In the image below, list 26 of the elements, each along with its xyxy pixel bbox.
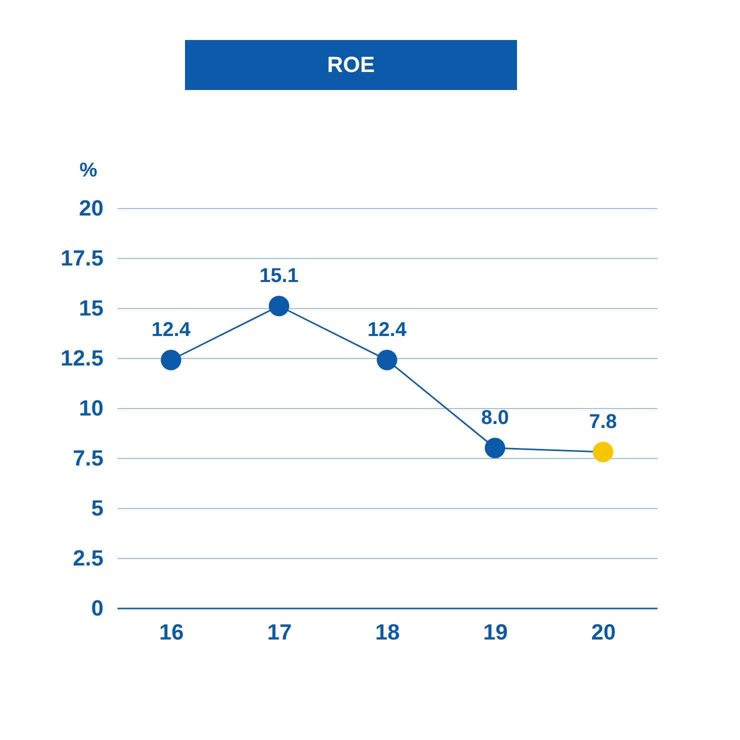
point bbox=[592, 442, 614, 462]
data-label: 12.4 bbox=[152, 319, 192, 341]
data-label: 15.1 bbox=[260, 265, 298, 287]
data-label: 12.4 bbox=[368, 319, 408, 341]
y-tick-label: 10 bbox=[79, 396, 104, 420]
data-label: 8.0 bbox=[481, 407, 509, 429]
y-tick-label: 12.5 bbox=[60, 346, 104, 370]
y-tick-label: 15 bbox=[79, 296, 104, 320]
x-tick-label: 19 bbox=[483, 620, 508, 644]
y-axis-title: % bbox=[80, 160, 98, 182]
y-tick-label: 17.5 bbox=[60, 246, 104, 270]
point bbox=[160, 350, 182, 370]
x-tick-label: 16 bbox=[159, 620, 184, 644]
point bbox=[268, 296, 290, 316]
y-tick-label: 2.5 bbox=[72, 546, 104, 570]
y-tick-label: 5 bbox=[91, 496, 104, 520]
y-tick-label: 20 bbox=[79, 196, 104, 220]
x-tick-label: 20 bbox=[591, 620, 616, 644]
data-label: 7.8 bbox=[589, 411, 617, 433]
point bbox=[484, 438, 506, 458]
y-tick-label: 7.5 bbox=[72, 446, 104, 470]
chart-title: ROE bbox=[327, 52, 375, 77]
y-tick-label: 0 bbox=[91, 596, 104, 620]
x-tick-label: 17 bbox=[267, 620, 292, 644]
x-tick-label: 18 bbox=[375, 620, 400, 644]
point bbox=[376, 350, 398, 370]
